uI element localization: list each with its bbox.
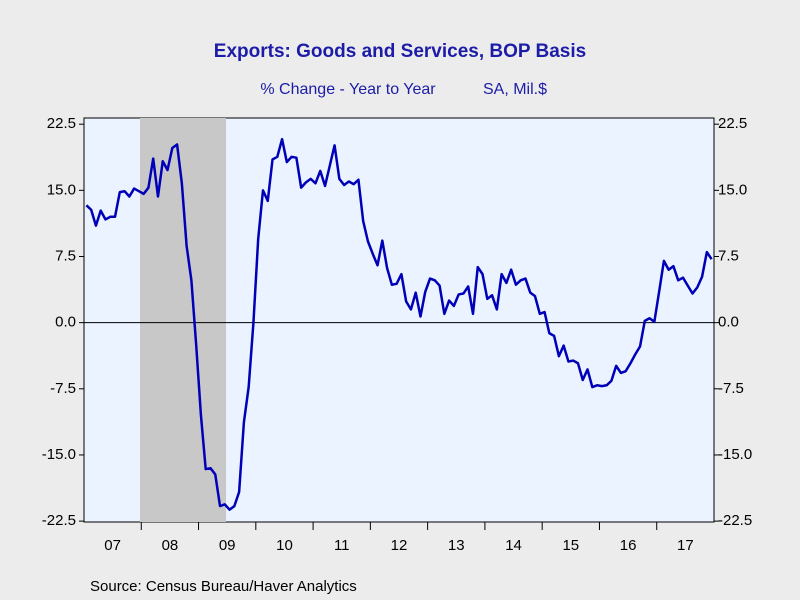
x-tick-label: 07 (104, 537, 121, 554)
y-tick-label: 22.5 (47, 115, 76, 132)
x-tick-label: 17 (677, 537, 694, 554)
data-line (85, 137, 713, 511)
y-tick-label: -22.5 (42, 512, 76, 529)
y2-tick-label: 7.5 (718, 247, 739, 264)
x-tick-label: 16 (620, 537, 637, 554)
x-tick-label: 08 (162, 537, 179, 554)
x-tick-label: 11 (334, 537, 350, 554)
chart-title: Exports: Goods and Services, BOP Basis (214, 41, 586, 62)
y-tick-label: -7.5 (50, 380, 76, 397)
y2-tick-label: 15.0 (718, 181, 747, 198)
y2-tick-label: -22.5 (718, 512, 752, 529)
chart-subtitle: % Change - Year to Year (260, 81, 436, 98)
x-tick-label: 14 (505, 537, 522, 554)
recession-shade (140, 118, 226, 522)
source: Source: Census Bureau/Haver Analytics (90, 578, 357, 595)
y2-tick-label: 0.0 (718, 314, 739, 331)
x-tick-label: 09 (219, 537, 236, 554)
x-tick-label: 12 (391, 537, 408, 554)
x-tick-label: 13 (448, 537, 465, 554)
x-tick-label: 15 (562, 537, 579, 554)
y-tick-label: -15.0 (42, 446, 76, 463)
y-tick-label: 0.0 (55, 314, 76, 331)
y2-tick-label: -7.5 (718, 380, 744, 397)
y-tick-label: 7.5 (55, 247, 76, 264)
y2-tick-label: -15.0 (718, 446, 752, 463)
x-tick-label: 10 (276, 537, 293, 554)
units: SA, Mil.$ (483, 81, 547, 98)
y2-tick-label: 22.5 (718, 115, 747, 132)
y-tick-label: 15.0 (47, 181, 76, 198)
